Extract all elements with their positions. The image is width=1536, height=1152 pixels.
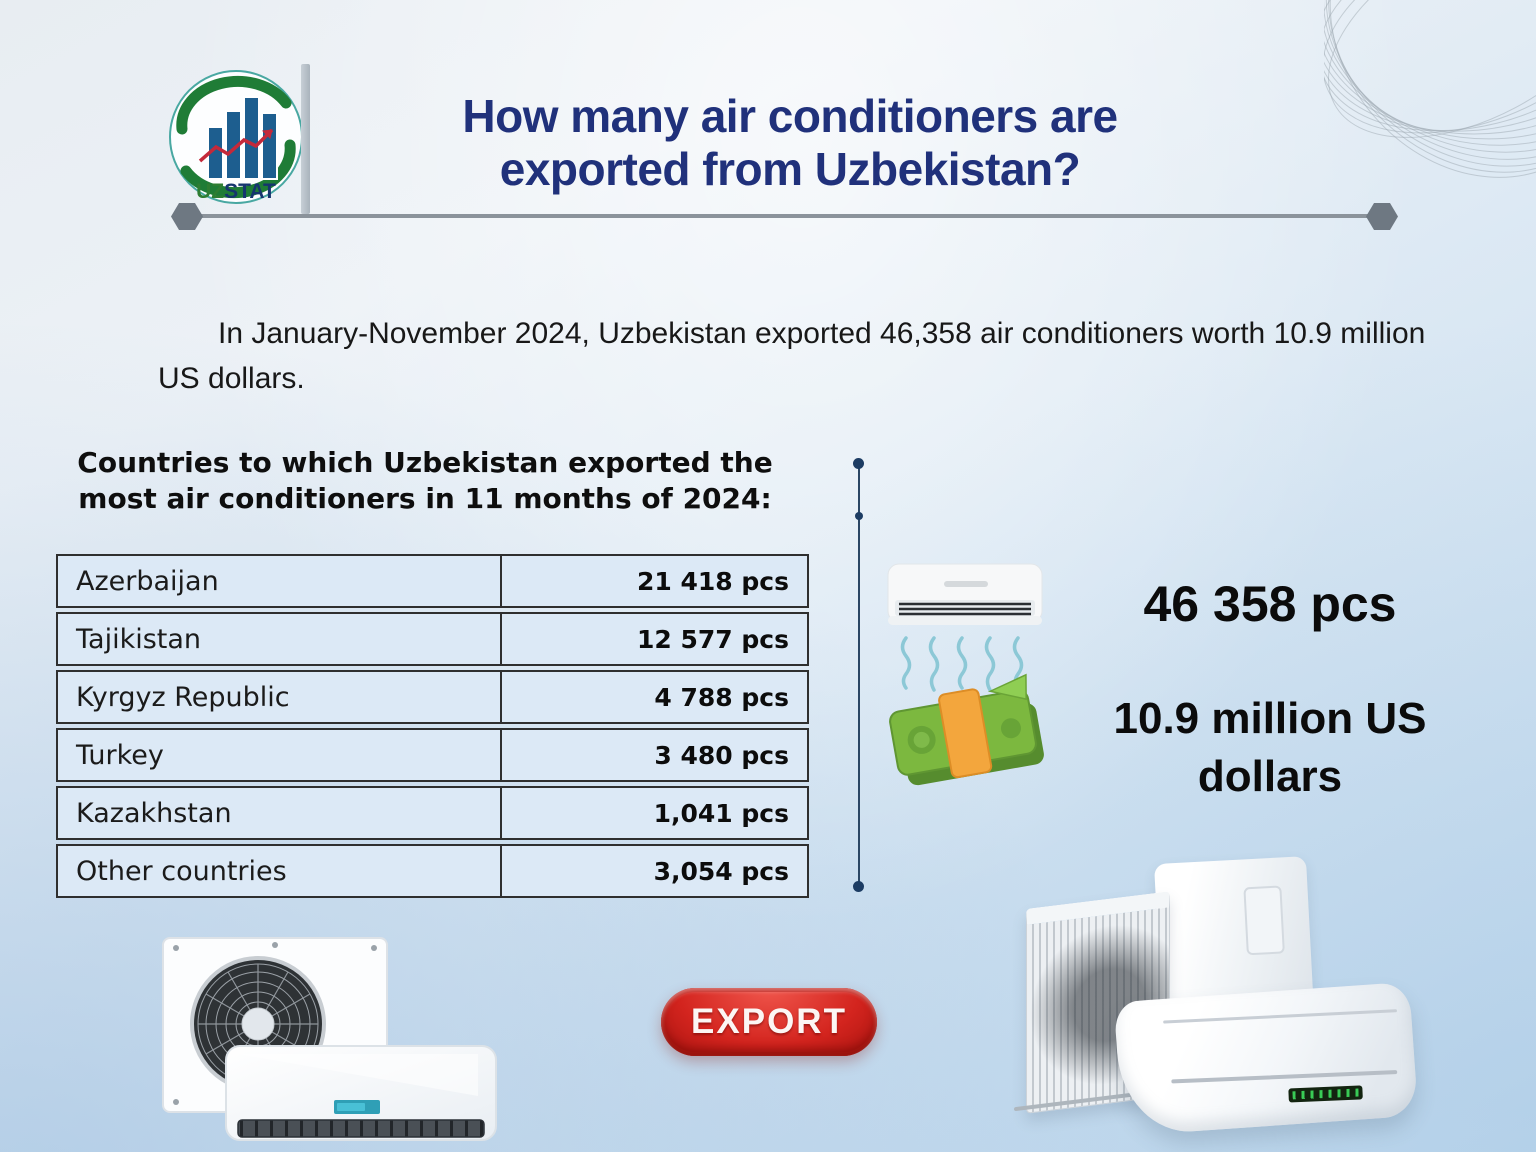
connector-dot (853, 881, 864, 892)
stat-total-pieces: 46 358 pcs (1143, 576, 1397, 632)
header-rule (186, 214, 1384, 218)
indoor-unit-front-image (225, 1045, 497, 1141)
table-row: Turkey 3 480 pcs (56, 728, 809, 782)
table-row: Azerbaijan 21 418 pcs (56, 554, 809, 608)
country-cell: Tajikistan (56, 612, 501, 666)
value-cell: 4 788 pcs (500, 670, 809, 724)
export-button-label: EXPORT (691, 1002, 847, 1041)
value-cell: 21 418 pcs (500, 554, 809, 608)
table-row: Other countries 3,054 pcs (56, 844, 809, 898)
hexagon-endpoint-right-icon (1366, 203, 1398, 230)
indoor-unit-3d-image (1113, 981, 1419, 1137)
cold-air-waves-icon (900, 636, 1024, 692)
connector-line (858, 463, 860, 887)
ac-display-led (1288, 1085, 1363, 1103)
logo-divider (301, 64, 310, 214)
table-row: Tajikistan 12 577 pcs (56, 612, 809, 666)
stat-total-value: 10.9 million US dollars (1072, 690, 1468, 806)
section-heading-line1: Countries to which Uzbekistan exported t… (77, 446, 773, 479)
page-title: How many air conditioners are exported f… (400, 90, 1180, 197)
section-heading-line2: most air conditioners in 11 months of 20… (78, 482, 772, 516)
table-row: Kazakhstan 1,041 pcs (56, 786, 809, 840)
section-heading: Countries to which Uzbekistan exported t… (40, 445, 810, 518)
country-cell: Turkey (56, 728, 501, 782)
decorative-swirls-icon (1324, 0, 1536, 178)
stat-total-value-line2: dollars (1197, 752, 1343, 802)
export-button[interactable]: EXPORT (661, 988, 877, 1056)
svg-text:UZSTAT: UZSTAT (196, 180, 276, 203)
ac-units-3d-image (1008, 856, 1448, 1152)
value-cell: 3 480 pcs (500, 728, 809, 782)
connector-dot (853, 458, 864, 469)
value-cell: 12 577 pcs (500, 612, 809, 666)
stat-total-value-line1: 10.9 million US (1113, 694, 1427, 743)
table-row: Kyrgyz Republic 4 788 pcs (56, 670, 809, 724)
country-cell: Azerbaijan (56, 554, 501, 608)
connector-dot (855, 512, 863, 520)
intro-paragraph: In January-November 2024, Uzbekistan exp… (158, 317, 1426, 395)
money-stack-icon (882, 672, 1052, 804)
air-conditioner-icon (884, 558, 1046, 706)
country-cell: Kyrgyz Republic (56, 670, 501, 724)
page-title-line2: exported from Uzbekistan? (499, 143, 1081, 196)
country-cell: Kazakhstan (56, 786, 501, 840)
export-countries-table: Azerbaijan 21 418 pcs Tajikistan 12 577 … (56, 550, 809, 902)
logo-text-uz: UZ (196, 180, 224, 203)
logo-text-stat: STAT (224, 180, 276, 203)
page-title-line1: How many air conditioners are (462, 90, 1118, 142)
ac-units-front-image (138, 926, 522, 1152)
value-cell: 1,041 pcs (500, 786, 809, 840)
uzstat-logo: UZSTAT (166, 66, 306, 208)
country-cell: Other countries (56, 844, 501, 898)
value-cell: 3,054 pcs (500, 844, 809, 898)
